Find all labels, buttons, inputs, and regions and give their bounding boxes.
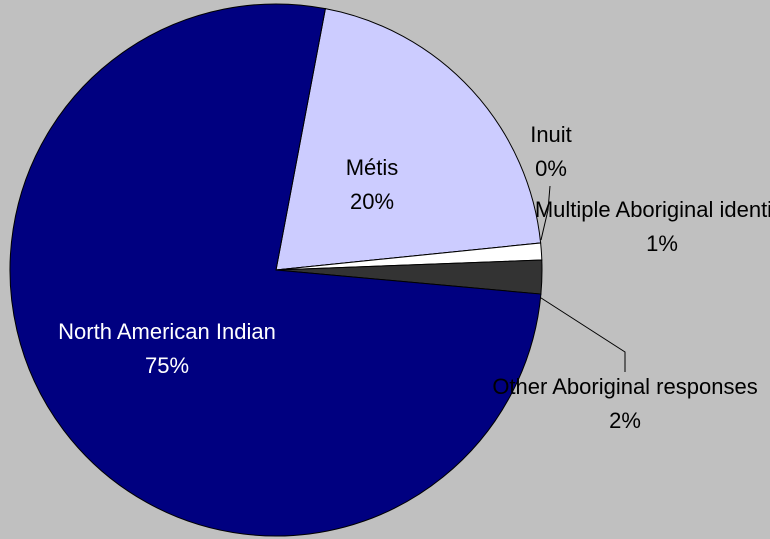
value-label: 1% [646,231,678,256]
slice-label: Multiple Aboriginal identity 1% [535,193,770,261]
slice-label: Inuit 0% [530,118,572,186]
value-label: 2% [609,408,641,433]
leader-line [537,295,626,372]
value-label: 75% [144,353,190,378]
slice-label: Other Aboriginal responses 2% [492,370,757,438]
category-label: North American Indian [58,319,276,344]
value-label: 20% [349,189,395,214]
slice-label: North American Indian 75% [58,315,276,383]
category-label: Métis [345,155,399,180]
category-label: Multiple Aboriginal identity [534,197,770,222]
pie-slice [9,3,542,537]
slice-label: Métis 20% [346,151,399,219]
pie-slice [275,8,542,271]
leader-line [540,185,551,241]
category-label: Inuit [530,122,572,147]
value-label: 0% [535,156,567,181]
category-label: Other Aboriginal responses [492,374,758,399]
